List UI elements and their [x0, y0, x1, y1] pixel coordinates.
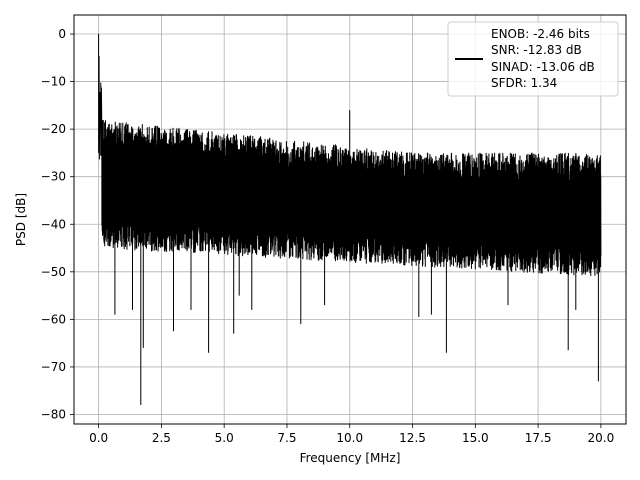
legend-snr: SNR: -12.83 dB	[491, 43, 582, 57]
legend-box	[447, 21, 619, 97]
x-tick-label: 7.5	[277, 431, 296, 445]
x-tick-label: 10.0	[336, 431, 363, 445]
x-tick-label: 2.5	[152, 431, 171, 445]
y-tick-label: −60	[41, 312, 66, 326]
y-tick-label: −40	[41, 217, 66, 231]
y-tick-label: −30	[41, 170, 66, 184]
x-tick-label: 5.0	[215, 431, 234, 445]
x-tick-label: 15.0	[462, 431, 489, 445]
y-tick-label: −70	[41, 360, 66, 374]
x-tick-label: 20.0	[588, 431, 615, 445]
x-axis-ticks: 0.0 2.5 5.0 7.5 10.0 12.5 15.0 17.5 20.0	[89, 424, 614, 445]
legend-sfdr: SFDR: 1.34	[491, 76, 557, 90]
y-tick-label: −10	[41, 75, 66, 89]
x-axis-label: Frequency [MHz]	[300, 451, 401, 465]
y-tick-label: 0	[58, 27, 66, 41]
y-tick-label: −80	[41, 407, 66, 421]
y-tick-label: −50	[41, 265, 66, 279]
x-tick-label: 12.5	[399, 431, 426, 445]
x-tick-label: 17.5	[525, 431, 552, 445]
y-axis-label: PSD [dB]	[14, 193, 28, 246]
psd-series-line	[98, 34, 602, 405]
x-tick-label: 0.0	[89, 431, 108, 445]
legend: ENOB: -2.46 bits SNR: -12.83 dB SINAD: -…	[447, 21, 619, 97]
legend-sinad: SINAD: -13.06 dB	[491, 60, 595, 74]
y-axis-ticks: 0 −10 −20 −30 −40 −50 −60 −70 −80	[41, 27, 74, 421]
legend-enob: ENOB: -2.46 bits	[491, 27, 590, 41]
y-tick-label: −20	[41, 122, 66, 136]
